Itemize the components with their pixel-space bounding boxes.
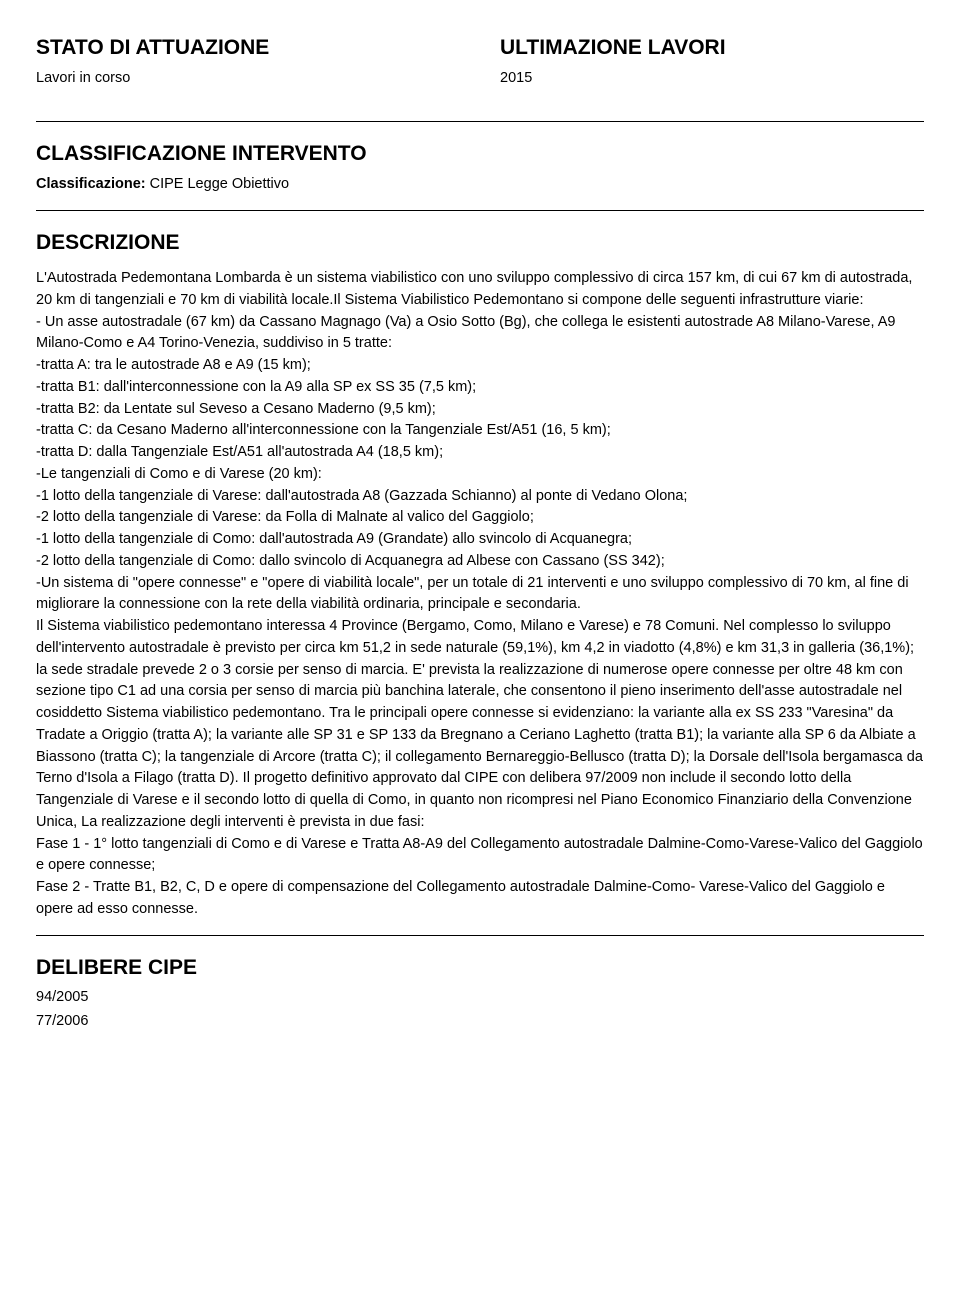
stato-attuazione-title: STATO DI ATTUAZIONE: [36, 32, 460, 64]
divider: [36, 210, 924, 211]
delibere-title: DELIBERE CIPE: [36, 952, 924, 984]
classificazione-label: Classificazione:: [36, 176, 146, 192]
classificazione-value: CIPE Legge Obiettivo: [150, 176, 289, 192]
ultimazione-lavori-title: ULTIMAZIONE LAVORI: [500, 32, 924, 64]
classificazione-title: CLASSIFICAZIONE INTERVENTO: [36, 138, 924, 170]
descrizione-text: L'Autostrada Pedemontana Lombarda è un s…: [36, 268, 924, 921]
delibere-item: 77/2006: [36, 1011, 924, 1033]
stato-attuazione-sub: Lavori in corso: [36, 68, 460, 90]
delibere-list: 94/2005 77/2006: [36, 987, 924, 1033]
ultimazione-lavori-sub: 2015: [500, 68, 924, 90]
delibere-item: 94/2005: [36, 987, 924, 1009]
divider: [36, 935, 924, 936]
classificazione-line: Classificazione: CIPE Legge Obiettivo: [36, 174, 924, 196]
header-row: STATO DI ATTUAZIONE Lavori in corso ULTI…: [36, 32, 924, 107]
divider: [36, 121, 924, 122]
header-left: STATO DI ATTUAZIONE Lavori in corso: [36, 32, 460, 107]
header-right: ULTIMAZIONE LAVORI 2015: [500, 32, 924, 107]
descrizione-title: DESCRIZIONE: [36, 227, 924, 259]
descrizione-body: L'Autostrada Pedemontana Lombarda è un s…: [36, 268, 924, 921]
